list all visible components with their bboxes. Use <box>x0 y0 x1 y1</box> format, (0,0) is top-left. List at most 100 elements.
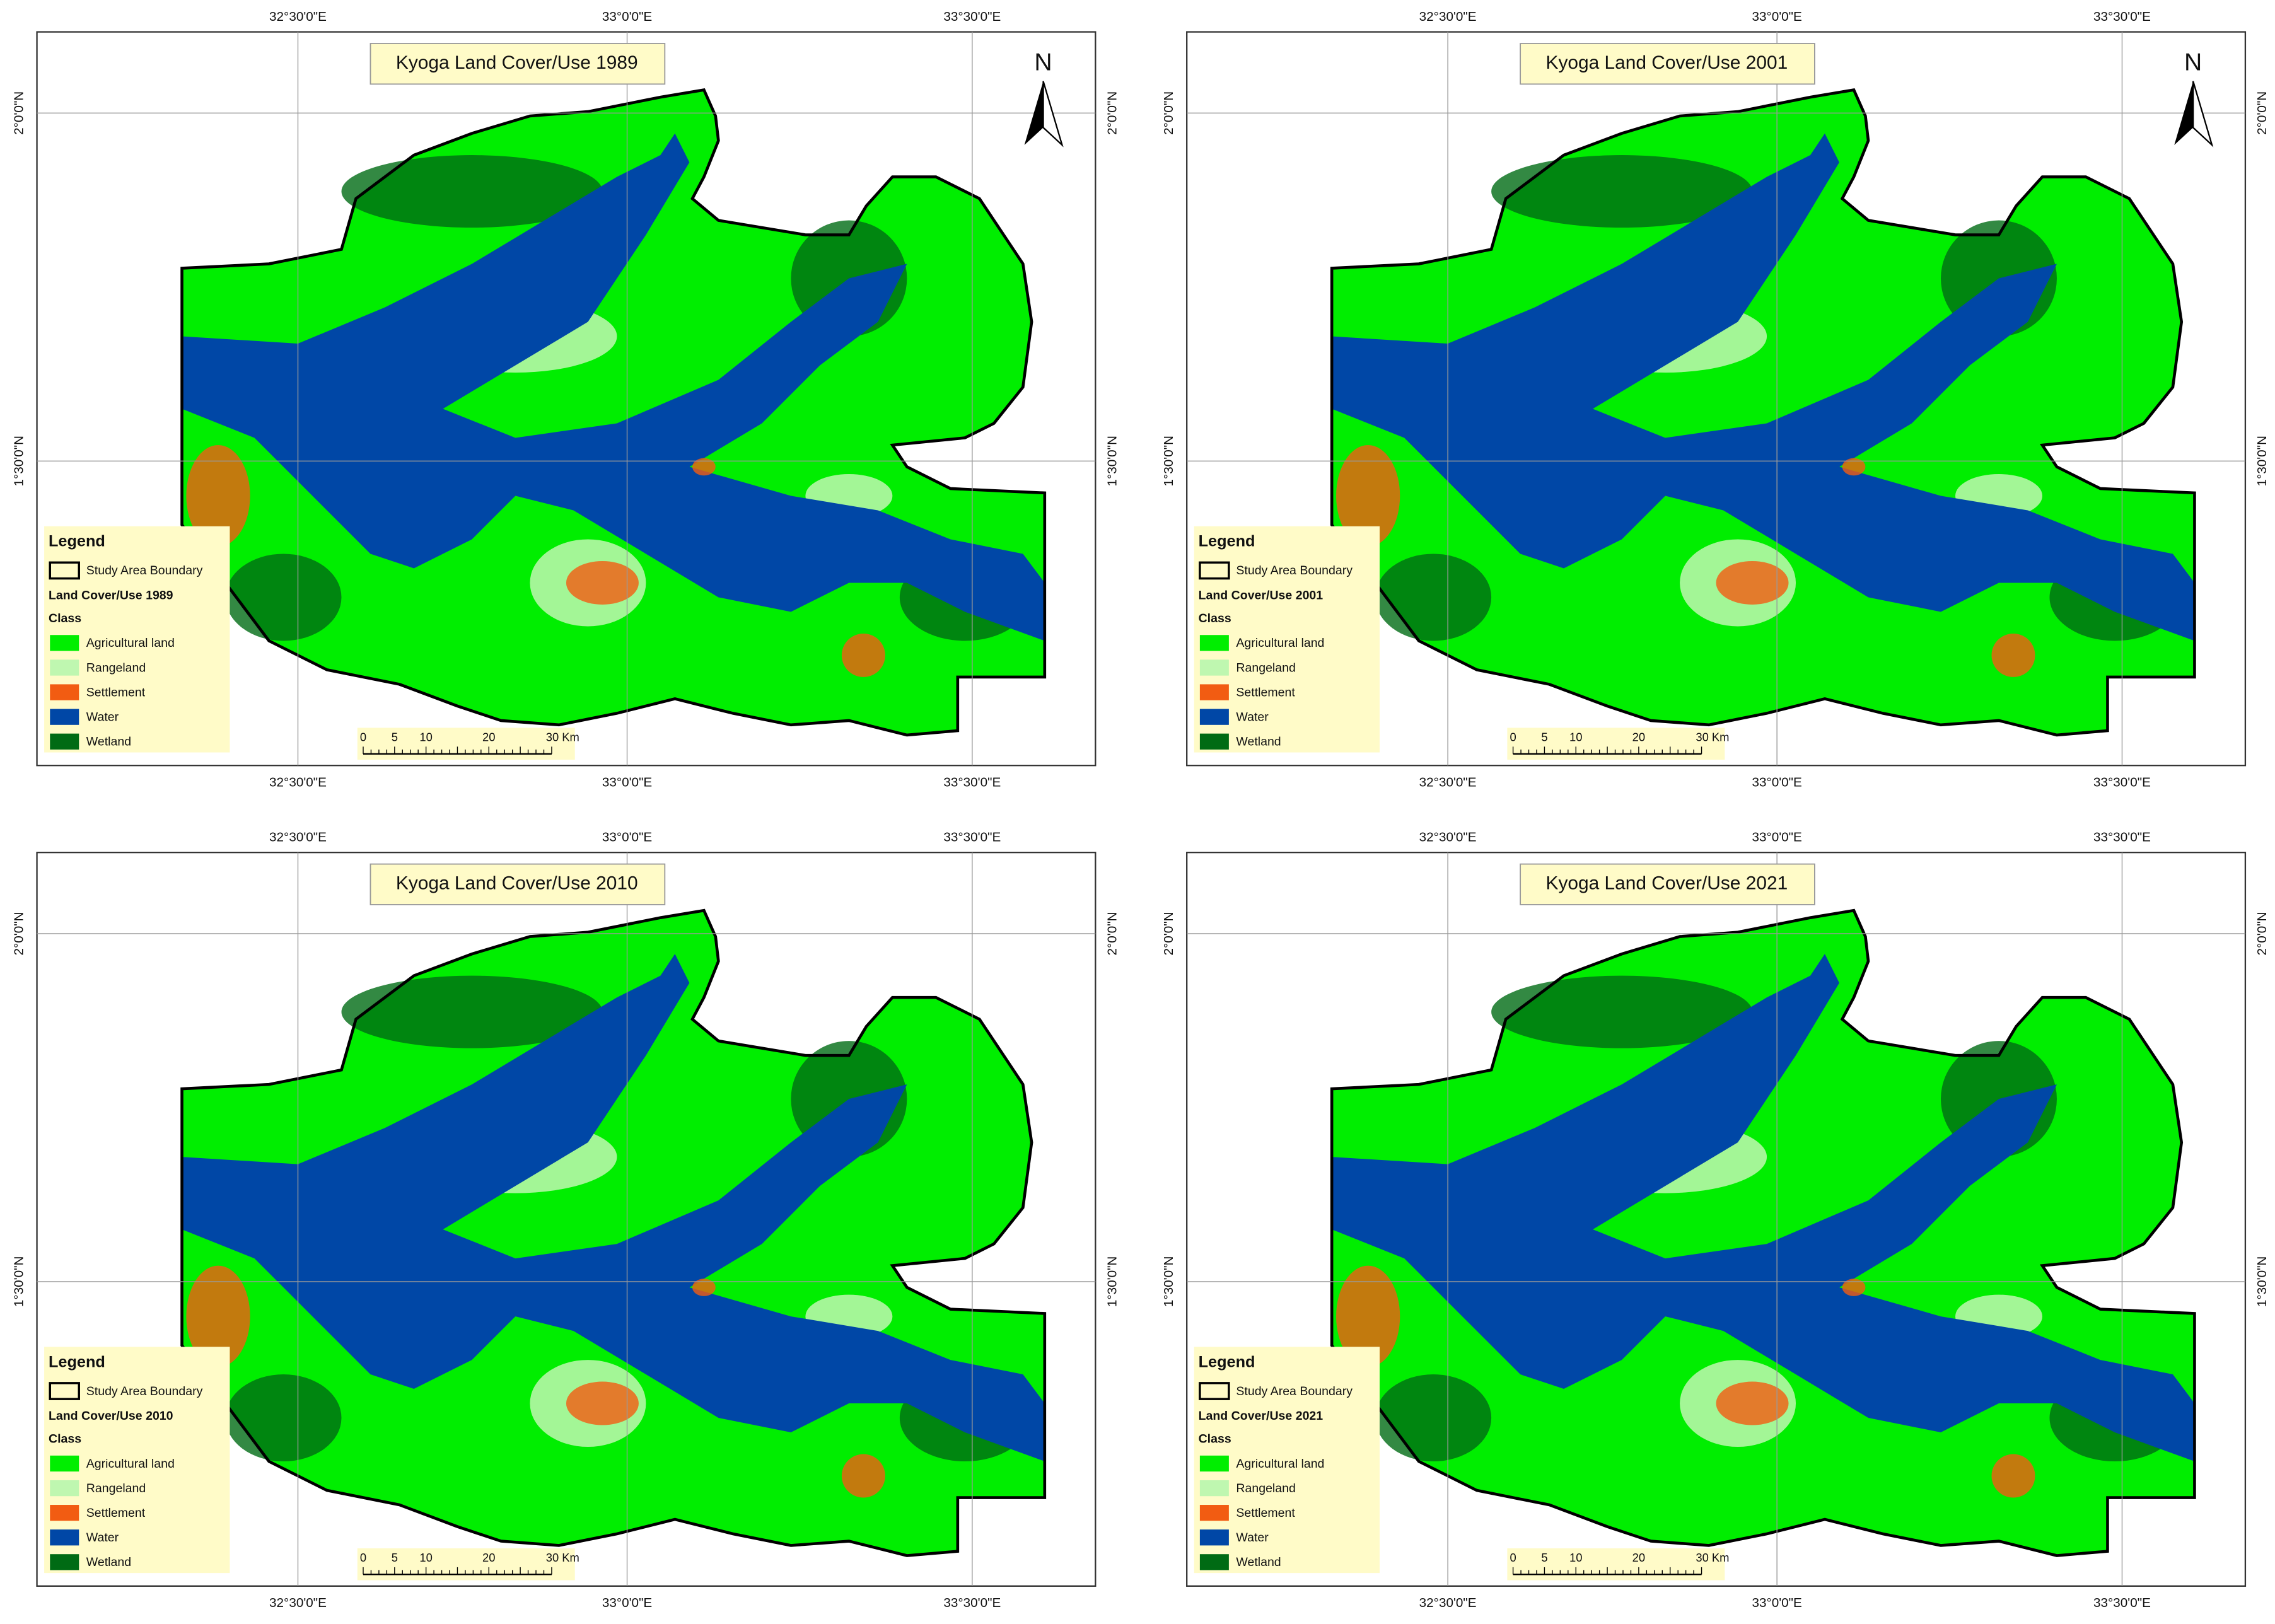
legend-swatch <box>50 1554 79 1570</box>
longitude-label: 32°30'0"E <box>1419 830 1477 845</box>
legend-swatch <box>50 635 79 651</box>
north-arrow <box>2192 81 2214 148</box>
wetland-patch <box>225 554 342 641</box>
latitude-label: 2°0'0"N <box>1105 912 1119 955</box>
longitude-label: 32°30'0"E <box>269 1596 327 1610</box>
latitude-label: 2°0'0"N <box>11 912 26 955</box>
longitude-label: 33°30'0"E <box>943 9 1001 24</box>
water-body <box>1332 133 2195 641</box>
wetland-patch <box>1375 1374 1492 1462</box>
scale-label: 5 <box>392 730 398 743</box>
legend-subtitle: Land Cover/Use 2001 <box>1199 588 1324 602</box>
north-label: N <box>1034 49 1052 76</box>
legend-swatch <box>49 561 80 580</box>
legend-title: Legend <box>49 533 105 550</box>
legend-label: Study Area Boundary <box>1236 1384 1353 1398</box>
legend-swatch <box>1199 1480 1229 1497</box>
scale-box <box>1507 728 1725 760</box>
scale-label: 0 <box>1510 1551 1516 1564</box>
study-area-boundary <box>1330 88 2196 737</box>
map-panel: 32°30'0"E 33°0'0"E 33°30'0"E 32°30'0"E 33°0'… <box>1161 9 2269 789</box>
legend-subtitle: Land Cover/Use 1989 <box>49 588 173 602</box>
wetland-patch <box>341 975 603 1048</box>
legend-swatch <box>50 659 79 676</box>
legend-label: Water <box>1236 710 1269 724</box>
settlement-patch <box>692 1279 716 1296</box>
legend-title: Legend <box>1199 533 1255 550</box>
latitude-label: 2°0'0"N <box>1161 91 1176 135</box>
settlement-patch <box>692 458 716 476</box>
legend-swatch <box>1199 635 1229 651</box>
longitude-label: 32°30'0"E <box>269 775 327 789</box>
longitude-label: 33°0'0"E <box>1752 9 1801 24</box>
scale-box <box>1507 1548 1725 1580</box>
scale-label: 5 <box>1541 730 1547 743</box>
scale-label: 10 <box>419 730 432 743</box>
legend-label: Wetland <box>1236 735 1281 749</box>
water-body <box>182 954 1045 1462</box>
scale-label: 10 <box>1569 1551 1582 1564</box>
legend-label: Rangeland <box>86 1482 146 1495</box>
legend-class-title: Class <box>1199 612 1231 625</box>
legend-swatch <box>1199 684 1229 700</box>
longitude-label: 33°0'0"E <box>602 775 652 789</box>
scale-label: 30 Km <box>1696 730 1729 743</box>
settlement-patch <box>841 633 885 677</box>
legend-label: Water <box>86 1531 119 1545</box>
wetland-patch <box>1491 155 1753 228</box>
settlement-patch <box>1716 1381 1789 1425</box>
legend-swatch <box>1199 1382 1230 1400</box>
scale-label: 20 <box>1632 1551 1645 1564</box>
legend-class-title: Class <box>49 1432 81 1446</box>
latitude-label: 2°0'0"N <box>11 91 26 135</box>
legend-label: Wetland <box>86 735 131 749</box>
latitude-label: 1°30'0"N <box>11 1256 26 1308</box>
water-body <box>1332 954 2195 1462</box>
legend-swatch <box>50 1480 79 1497</box>
title-box <box>369 43 666 85</box>
legend-swatch <box>1199 733 1229 750</box>
water-body <box>182 133 1045 641</box>
longitude-label: 33°0'0"E <box>1752 830 1801 845</box>
study-area-boundary <box>180 908 1047 1557</box>
legend-label: Rangeland <box>1236 661 1295 675</box>
wetland-patch <box>1491 975 1753 1048</box>
scale-label: 0 <box>360 1551 366 1564</box>
legend-swatch <box>1199 1529 1229 1546</box>
settlement-patch <box>1991 1454 2035 1498</box>
legend-swatch <box>50 1529 79 1546</box>
scale-label: 0 <box>1510 730 1516 743</box>
map-title: Kyoga Land Cover/Use 1989 <box>396 52 638 73</box>
longitude-label: 33°0'0"E <box>1752 1596 1801 1610</box>
legend-label: Agricultural land <box>86 636 175 650</box>
legend-swatch <box>1199 1554 1229 1570</box>
latitude-label: 1°30'0"N <box>2255 1256 2269 1308</box>
scale-label: 20 <box>482 1551 495 1564</box>
legend-class-title: Class <box>1199 1432 1231 1446</box>
legend-swatch <box>50 709 79 725</box>
north-arrow <box>2174 81 2194 145</box>
latitude-label: 1°30'0"N <box>2255 436 2269 487</box>
longitude-label: 33°30'0"E <box>943 830 1001 845</box>
legend-title: Legend <box>49 1353 105 1371</box>
legend-swatch <box>1199 1505 1229 1521</box>
latitude-label: 1°30'0"N <box>11 436 26 487</box>
scale-box <box>357 728 575 760</box>
legend-swatch <box>1199 659 1229 676</box>
settlement-patch <box>186 444 250 547</box>
longitude-label: 32°30'0"E <box>269 9 327 24</box>
map-panel: 32°30'0"E 33°0'0"E 33°30'0"E 32°30'0"E 33°0'… <box>1161 830 2269 1610</box>
scale-label: 30 Km <box>546 1551 579 1564</box>
longitude-label: 33°0'0"E <box>1752 775 1801 789</box>
legend-swatch <box>50 1455 79 1472</box>
settlement-patch <box>1336 1265 1400 1367</box>
settlement-patch <box>566 560 639 605</box>
latitude-label: 1°30'0"N <box>1105 1256 1119 1308</box>
legend-class-title: Class <box>49 612 81 625</box>
scale-label: 10 <box>1569 730 1582 743</box>
legend-swatch <box>1199 709 1229 725</box>
study-area-boundary <box>1330 908 2196 1557</box>
latitude-label: 2°0'0"N <box>2255 91 2269 135</box>
